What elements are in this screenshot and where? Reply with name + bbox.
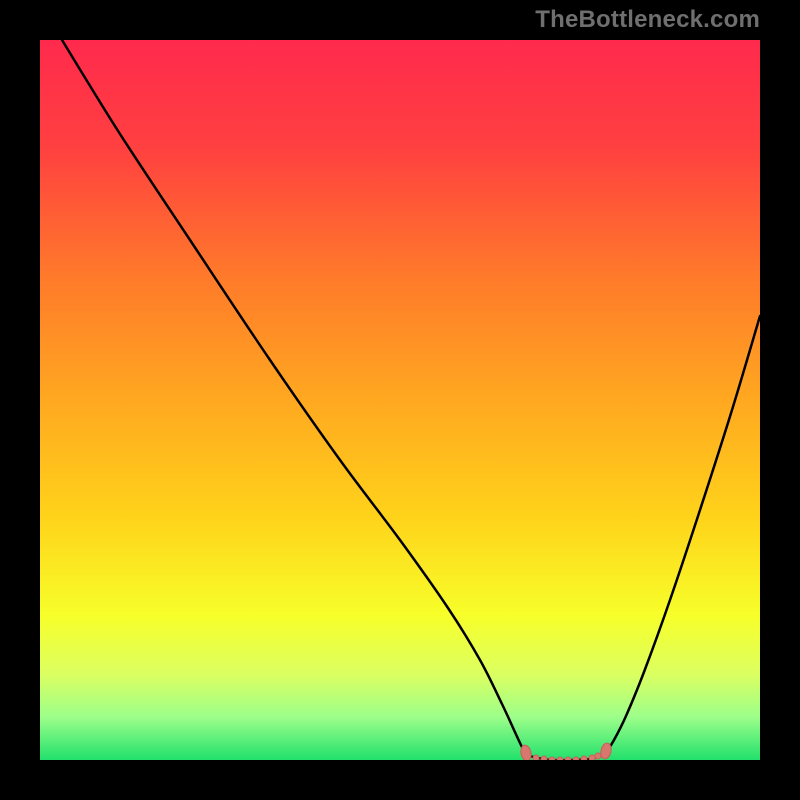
border-right <box>760 0 800 800</box>
plot-svg <box>40 40 760 760</box>
border-bottom <box>0 760 800 800</box>
stage: TheBottleneck.com <box>0 0 800 800</box>
attribution-text: TheBottleneck.com <box>535 6 760 34</box>
border-left <box>0 0 40 800</box>
plot-area <box>40 40 760 760</box>
